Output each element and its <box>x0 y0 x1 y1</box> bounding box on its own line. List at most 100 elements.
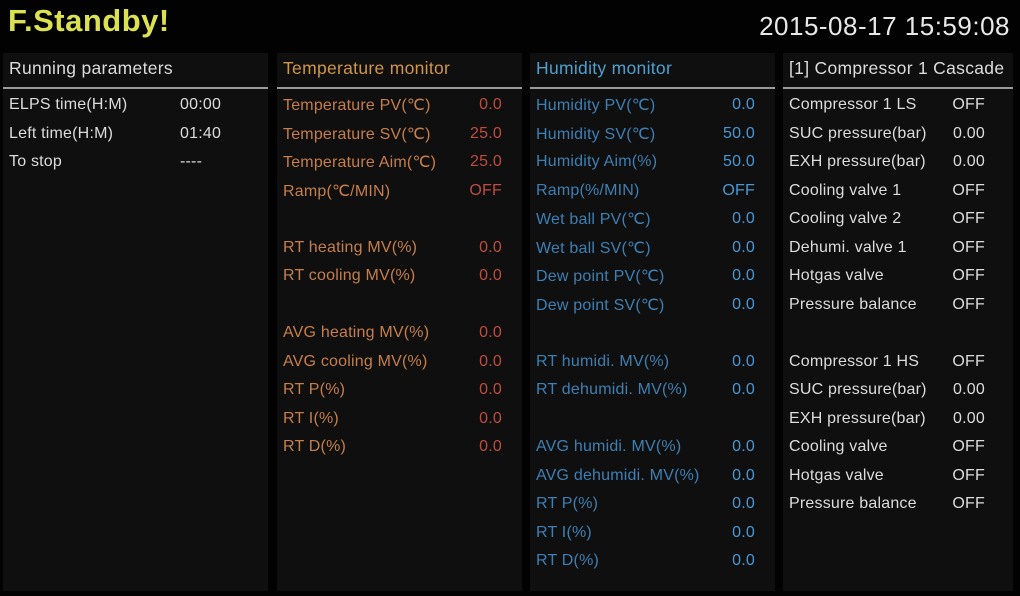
parameter-value: OFF <box>952 96 985 114</box>
parameter-value: OFF <box>722 181 755 199</box>
parameter-value: 0.0 <box>732 438 755 456</box>
parameter-label: To stop <box>9 153 62 171</box>
parameter-row: Hotgas valve OFF <box>783 462 1013 491</box>
parameter-value: 0.0 <box>732 96 755 114</box>
parameter-value: OFF <box>952 210 985 228</box>
parameter-value: 0.0 <box>732 295 755 313</box>
parameter-row: Humidity SV(℃) 50.0 <box>530 120 775 149</box>
parameter-row: Humidity Aim(%) 50.0 <box>530 148 775 177</box>
panel-title: Running parameters <box>3 53 268 89</box>
parameter-label: AVG cooling MV(%) <box>283 352 428 370</box>
parameter-label: Humidity Aim(%) <box>536 153 658 171</box>
parameter-value: 0.0 <box>732 552 755 570</box>
parameter-value: 0.0 <box>479 409 502 427</box>
machine-status-title: F.Standby! <box>8 3 170 38</box>
parameter-row: Wet ball PV(℃) 0.0 <box>530 205 775 234</box>
parameter-label: AVG heating MV(%) <box>283 324 430 342</box>
parameter-value: 0.0 <box>732 495 755 513</box>
panel-rows: ELPS time(H:M) 00:00 Left time(H:M) 01:40 To… <box>3 89 268 177</box>
parameter-value: 0.0 <box>732 267 755 285</box>
parameter-row: SUC pressure(bar) 0.00 <box>783 376 1013 405</box>
parameter-label: EXH pressure(bar) <box>789 409 926 427</box>
parameter-value: OFF <box>952 295 985 313</box>
parameter-label: SUC pressure(bar) <box>789 124 927 142</box>
parameter-label: RT dehumidi. MV(%) <box>536 381 688 399</box>
parameter-row: Temperature SV(℃) 25.0 <box>277 120 522 149</box>
parameter-value: 0.0 <box>732 381 755 399</box>
parameter-label: Dew point PV(℃) <box>536 268 665 286</box>
parameter-row: Dew point SV(℃) 0.0 <box>530 291 775 320</box>
parameter-row: Pressure balance OFF <box>783 291 1013 320</box>
parameter-value: OFF <box>952 466 985 484</box>
parameter-value: 0.0 <box>732 352 755 370</box>
parameter-row: Ramp(℃/MIN) OFF <box>277 177 522 206</box>
parameter-label: RT D(%) <box>283 438 347 456</box>
panel-rows: Temperature PV(℃) 0.0 Temperature SV(℃) 25.… <box>277 89 522 462</box>
parameter-value: 0.0 <box>479 381 502 399</box>
parameter-value: OFF <box>952 352 985 370</box>
top-bar: F.Standby! 2015-08-17 15:59:08 <box>0 0 1020 53</box>
parameter-value: 00:00 <box>180 96 222 114</box>
parameter-label: Pressure balance <box>789 295 917 313</box>
parameter-label: RT humidi. MV(%) <box>536 352 670 370</box>
parameter-row: To stop ---- <box>3 148 268 177</box>
parameter-label: Temperature SV(℃) <box>283 125 431 143</box>
parameter-value: 0.0 <box>732 210 755 228</box>
parameter-label: Ramp(℃/MIN) <box>283 182 391 200</box>
parameter-value: OFF <box>952 267 985 285</box>
parameter-row: Dew point PV(℃) 0.0 <box>530 262 775 291</box>
parameter-row: RT P(%) 0.0 <box>530 490 775 519</box>
parameter-value: 0.0 <box>479 96 502 114</box>
parameter-label: Dew point SV(℃) <box>536 296 665 314</box>
panel-humidity-monitor: Humidity monitor Humidity PV(℃) 0.0 Humidit… <box>530 53 775 591</box>
parameter-label: Wet ball PV(℃) <box>536 211 651 229</box>
parameter-value: 25.0 <box>470 124 502 142</box>
parameter-row: Dehumi. valve 1 OFF <box>783 234 1013 263</box>
parameter-row: Hotgas valve OFF <box>783 262 1013 291</box>
parameter-row: Cooling valve OFF <box>783 433 1013 462</box>
parameter-value: OFF <box>952 181 985 199</box>
parameter-row: RT P(%) 0.0 <box>277 376 522 405</box>
parameter-label: Humidity PV(℃) <box>536 97 656 115</box>
parameter-value: OFF <box>469 181 502 199</box>
row-spacer <box>277 205 522 234</box>
parameter-value: 01:40 <box>180 124 222 142</box>
parameter-row: Ramp(%/MIN) OFF <box>530 177 775 206</box>
panel-rows: Humidity PV(℃) 0.0 Humidity SV(℃) 50.0 Humid… <box>530 89 775 576</box>
parameter-label: Left time(H:M) <box>9 124 114 142</box>
parameter-value: 0.0 <box>479 238 502 256</box>
parameter-label: Ramp(%/MIN) <box>536 181 640 199</box>
parameter-value: 0.00 <box>953 381 985 399</box>
parameter-label: Cooling valve 1 <box>789 181 902 199</box>
parameter-label: AVG humidi. MV(%) <box>536 438 682 456</box>
parameter-label: Temperature PV(℃) <box>283 97 431 115</box>
parameter-label: RT D(%) <box>536 552 600 570</box>
parameter-value: OFF <box>952 238 985 256</box>
row-spacer <box>530 319 775 348</box>
parameter-value: 0.0 <box>479 267 502 285</box>
parameter-row: Temperature Aim(℃) 25.0 <box>277 148 522 177</box>
parameter-row: EXH pressure(bar) 0.00 <box>783 405 1013 434</box>
parameter-row: Temperature PV(℃) 0.0 <box>277 91 522 120</box>
parameter-row: ELPS time(H:M) 00:00 <box>3 91 268 120</box>
parameter-row: Compressor 1 LS OFF <box>783 91 1013 120</box>
parameter-label: RT I(%) <box>283 409 339 427</box>
parameter-row: EXH pressure(bar) 0.00 <box>783 148 1013 177</box>
parameter-row: Compressor 1 HS OFF <box>783 348 1013 377</box>
parameter-row: AVG humidi. MV(%) 0.0 <box>530 433 775 462</box>
parameter-value: 0.0 <box>732 238 755 256</box>
parameter-row: AVG dehumidi. MV(%) 0.0 <box>530 462 775 491</box>
parameter-row: RT dehumidi. MV(%) 0.0 <box>530 376 775 405</box>
parameter-label: Compressor 1 LS <box>789 96 917 114</box>
parameter-row: Humidity PV(℃) 0.0 <box>530 91 775 120</box>
parameter-row: Left time(H:M) 01:40 <box>3 120 268 149</box>
parameter-value: 50.0 <box>723 153 755 171</box>
parameter-row: RT heating MV(%) 0.0 <box>277 234 522 263</box>
parameter-value: 0.0 <box>479 438 502 456</box>
parameter-label: SUC pressure(bar) <box>789 381 927 399</box>
parameter-label: EXH pressure(bar) <box>789 153 926 171</box>
parameter-value: 0.00 <box>953 153 985 171</box>
parameter-value: OFF <box>952 438 985 456</box>
parameter-value: 0.00 <box>953 409 985 427</box>
parameter-row: AVG cooling MV(%) 0.0 <box>277 348 522 377</box>
